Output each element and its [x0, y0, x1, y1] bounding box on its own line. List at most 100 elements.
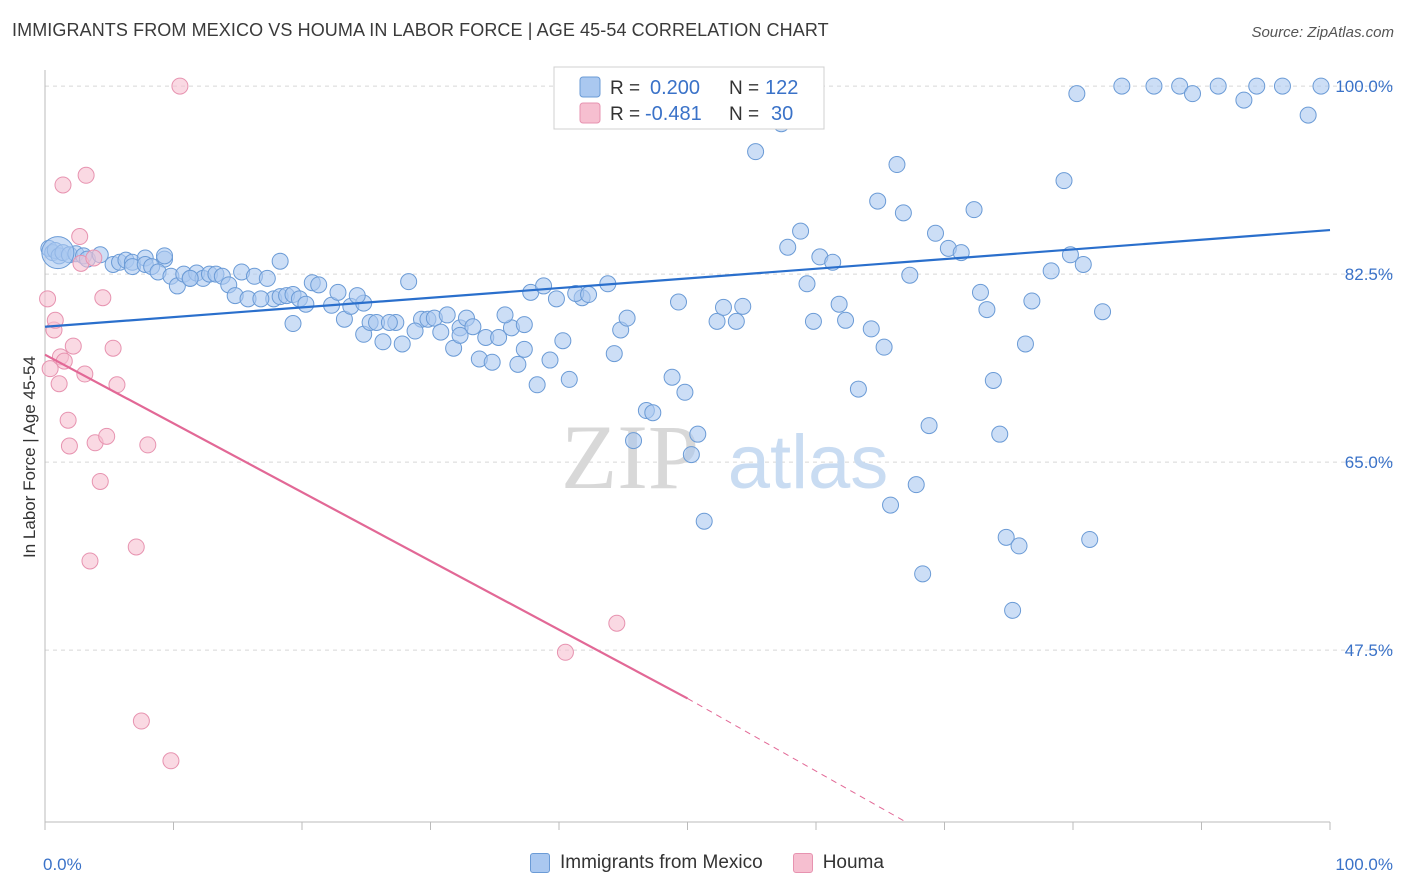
data-point-mexico-104 — [695, 512, 713, 530]
data-point-houma-11 — [71, 228, 89, 246]
data-point-mexico-126 — [901, 266, 919, 284]
data-point-mexico-154 — [1209, 77, 1227, 95]
data-point-mexico-29 — [181, 269, 199, 287]
data-point-houma-6 — [54, 176, 72, 194]
data-point-houma-4 — [50, 375, 68, 393]
data-point-mexico-39 — [252, 290, 270, 308]
axes — [44, 70, 1331, 830]
data-point-mexico-43 — [271, 252, 289, 270]
data-point-mexico-47 — [310, 276, 328, 294]
data-point-mexico-158 — [1299, 106, 1317, 124]
data-point-mexico-91 — [580, 286, 598, 304]
data-point-mexico-53 — [348, 287, 366, 305]
data-point-houma-16 — [85, 249, 103, 267]
data-point-mexico-113 — [798, 275, 816, 293]
data-point-mexico-105 — [708, 312, 726, 330]
legend-item-houma: Houma — [792, 852, 884, 874]
data-point-mexico-109 — [747, 143, 765, 161]
y-tick-label-3: 100.0% — [1335, 77, 1393, 96]
legend-r-value-2: -0.481 — [645, 103, 702, 125]
data-point-mexico-82 — [535, 277, 553, 295]
data-point-mexico-60 — [400, 273, 418, 291]
data-point-mexico-142 — [1023, 292, 1041, 310]
data-point-mexico-98 — [644, 404, 662, 422]
trend-line-mexico — [44, 228, 1331, 328]
data-point-mexico-120 — [862, 320, 880, 338]
data-point-houma-3 — [46, 311, 64, 329]
data-point-mexico-148 — [1081, 530, 1099, 548]
data-point-mexico-112 — [792, 222, 810, 240]
data-point-mexico-108 — [734, 297, 752, 315]
data-point-houma-18 — [91, 472, 109, 490]
data-point-mexico-147 — [1074, 255, 1092, 273]
data-point-mexico-139 — [1004, 601, 1022, 619]
data-point-mexico-114 — [804, 312, 822, 330]
data-point-mexico-146 — [1068, 85, 1086, 103]
data-point-mexico-78 — [496, 306, 514, 324]
data-point-mexico-cluster — [41, 236, 75, 270]
data-point-mexico-79 — [515, 316, 533, 334]
legend-swatch-pink — [579, 102, 601, 124]
data-point-mexico-103 — [689, 425, 707, 443]
data-point-mexico-84 — [528, 376, 546, 394]
data-point-mexico-111 — [779, 238, 797, 256]
y-tick-labels: 47.5% 65.0% 82.5% 100.0% — [1335, 77, 1393, 660]
data-point-mexico-87 — [554, 332, 572, 350]
data-point-mexico-72 — [451, 326, 469, 344]
grid-lines — [45, 85, 1395, 651]
data-point-mexico-143 — [1042, 262, 1060, 280]
trend-line-houma — [44, 353, 689, 700]
data-point-mexico-44 — [297, 295, 315, 313]
data-point-mexico-123 — [882, 496, 900, 514]
data-point-mexico-94 — [605, 345, 623, 363]
data-point-houma-8 — [59, 411, 77, 429]
legend-swatch-houma — [792, 853, 813, 873]
data-point-mexico-61 — [393, 335, 411, 353]
data-point-mexico-85 — [541, 351, 559, 369]
watermark-atlas: atlas — [728, 420, 889, 505]
data-point-mexico-157 — [1273, 77, 1291, 95]
data-point-houma-27 — [171, 77, 189, 95]
legend-label-immigrants-from-mexico: Immigrants from Mexico — [560, 852, 763, 873]
data-point-mexico-36 — [258, 269, 276, 287]
data-point-mexico-107 — [727, 312, 745, 330]
data-point-mexico-121 — [869, 192, 887, 210]
data-point-mexico-122 — [875, 338, 893, 356]
data-point-mexico-18 — [156, 247, 174, 265]
y-tick-label-1: 65.0% — [1345, 453, 1393, 472]
data-point-mexico-100 — [676, 383, 694, 401]
data-point-mexico-83 — [509, 355, 527, 373]
data-point-mexico-125 — [894, 204, 912, 222]
data-point-mexico-144 — [1055, 172, 1073, 190]
data-point-mexico-46 — [284, 315, 302, 333]
data-point-houma-25 — [139, 436, 157, 454]
data-point-houma-15 — [81, 552, 99, 570]
data-point-mexico-141 — [1016, 335, 1034, 353]
trend-lines — [44, 228, 1331, 823]
data-point-houma-0 — [39, 290, 57, 308]
data-point-mexico-159 — [1312, 77, 1330, 95]
legend-swatch-immigrants-from-mexico — [530, 853, 550, 873]
data-point-mexico-56 — [374, 333, 392, 351]
watermark-zip: ZIP — [561, 406, 699, 508]
x-tick-labels: 0.0% 100.0% — [43, 855, 1393, 874]
data-point-mexico-75 — [483, 353, 501, 371]
legend-n-value-2: 30 — [771, 103, 793, 125]
x-tick-label-1: 100.0% — [1335, 855, 1393, 874]
legend-n-value-1: 122 — [765, 77, 798, 99]
data-point-mexico-140 — [1010, 537, 1028, 555]
data-point-mexico-67 — [438, 306, 456, 324]
legend-swatch-blue — [579, 76, 601, 98]
data-point-houma-24 — [132, 712, 150, 730]
data-point-mexico-134 — [971, 283, 989, 301]
data-point-mexico-119 — [849, 380, 867, 398]
data-point-mexico-101 — [670, 293, 688, 311]
y-tick-label-0: 47.5% — [1345, 641, 1393, 660]
data-point-mexico-153 — [1184, 85, 1202, 103]
trend-line-houma-extension — [687, 698, 907, 823]
legend-label-houma: Houma — [822, 852, 884, 873]
legend-r-label-2: R = — [610, 104, 640, 125]
data-point-mexico-124 — [888, 156, 906, 174]
data-point-houma-21 — [104, 339, 122, 357]
